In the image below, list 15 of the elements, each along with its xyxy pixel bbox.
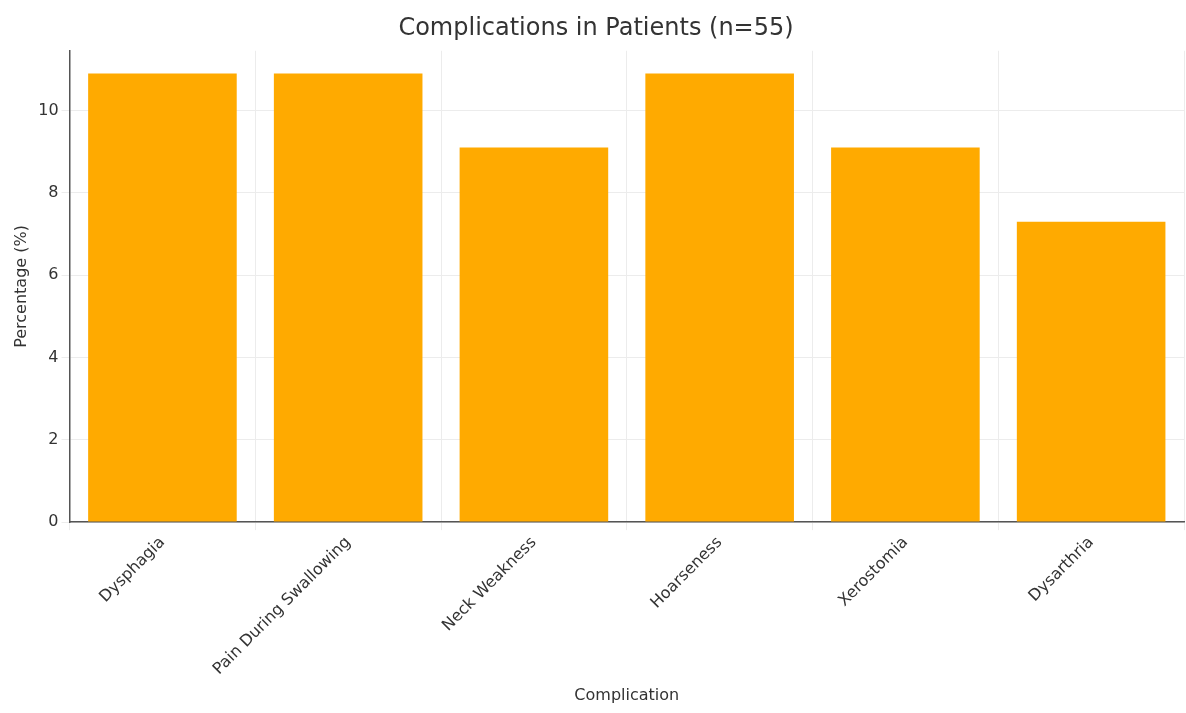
x-axis-title: Complication: [574, 684, 680, 704]
bar: [1016, 221, 1166, 522]
y-tick-label: 0: [48, 511, 59, 531]
bar: [831, 147, 980, 522]
y-tick-label: 10: [38, 99, 59, 119]
bar: [459, 147, 609, 522]
y-tick-label: 6: [48, 264, 59, 284]
y-axis-title: Percentage (%): [10, 225, 30, 348]
bar: [645, 73, 794, 522]
bar: [88, 73, 237, 522]
y-tick-label: 2: [48, 428, 59, 448]
chart-title: Complications in Patients (n=55): [398, 12, 794, 41]
y-tick-label: 4: [48, 346, 59, 366]
bar: [273, 73, 423, 522]
y-tick-label: 8: [48, 181, 59, 201]
